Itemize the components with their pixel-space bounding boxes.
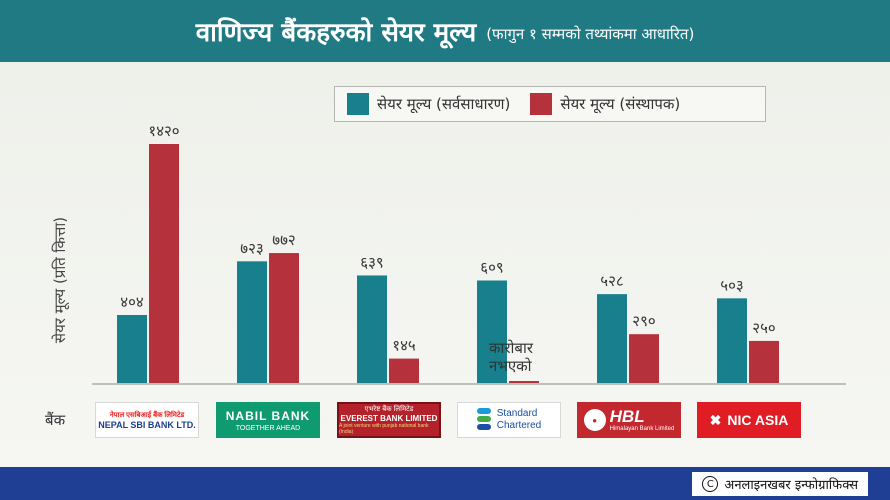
- legend-item-public: सेयर मूल्य (सर्वसाधारण): [347, 93, 510, 115]
- bar-public-1: [237, 261, 267, 383]
- legend-label-public: सेयर मूल्य (सर्वसाधारण): [377, 95, 511, 113]
- bar-public-5: [717, 298, 747, 383]
- logo-everest-english-text: EVEREST BANK LIMITED: [340, 414, 438, 423]
- logo-nic-asia: ✖ NIC ASIA: [697, 402, 801, 438]
- bar-promoter-0: [149, 144, 179, 383]
- bar-public-2: [357, 275, 387, 383]
- nic-asia-mark-icon: ✖: [709, 411, 722, 428]
- data-label-promoter-4: २९०: [632, 312, 655, 330]
- data-label-public-5: ५०३: [720, 276, 743, 294]
- bar-promoter-2: [389, 358, 419, 383]
- logo-sc-line2: Chartered: [496, 420, 542, 431]
- logo-standard-chartered: Standard Chartered: [457, 402, 561, 438]
- logo-sbi-english-text: NEPAL SBI BANK LTD.: [98, 419, 196, 430]
- hbl-emblem-icon: ●: [583, 409, 606, 431]
- data-label-promoter-0: १४२०: [148, 122, 179, 140]
- bar-public-3: [477, 280, 507, 383]
- logo-everest-nepali-text: एभरेष्ट बैंक लिमिटेड: [364, 406, 414, 413]
- logo-hbl-name: HBL: [609, 407, 645, 426]
- logo-sbi-nepali-text: नेपाल एसबिआई बैंक लिमिटेड: [109, 411, 185, 419]
- chart-legend: सेयर मूल्य (सर्वसाधारण) सेयर मूल्य (संस्…: [334, 86, 766, 122]
- chart-background: [0, 62, 890, 467]
- legend-swatch-promoter: [530, 93, 553, 115]
- data-label-public-3: ६०९: [480, 258, 503, 276]
- bar-promoter-1: [269, 253, 299, 383]
- data-label-promoter-1: ७७२: [272, 231, 295, 249]
- footer-credit-text: अनलाइनखबर इन्फोग्राफिक्स: [724, 478, 858, 493]
- data-label-promoter-3-part-1: नभएको: [489, 357, 533, 375]
- legend-label-promoter: सेयर मूल्य (संस्थापक): [560, 95, 681, 113]
- logo-nabil-bank: NABIL BANK TOGETHER AHEAD: [216, 402, 320, 438]
- x-axis-label: बैंक: [45, 411, 66, 429]
- footer-credit: C अनलाइनखबर इन्फोग्राफिक्स: [692, 472, 868, 496]
- data-label-public-1: ७२३: [240, 239, 263, 257]
- legend-item-promoter: सेयर मूल्य (संस्थापक): [530, 93, 680, 115]
- bar-public-0: [117, 315, 147, 383]
- y-axis-label: सेयर मूल्य (प्रति कित्ता): [51, 216, 69, 344]
- logo-himalayan-bank: ● HBL Himalayan Bank Limited: [577, 402, 681, 438]
- page-subtitle: (फागुन १ सम्मको तथ्यांकमा आधारित): [486, 25, 695, 43]
- logo-nic-name: NIC ASIA: [727, 412, 789, 428]
- logo-nepal-sbi-bank: नेपाल एसबिआई बैंक लिमिटेड NEPAL SBI BANK…: [95, 402, 199, 438]
- copyright-icon: C: [702, 476, 719, 492]
- data-label-promoter-5: २५०: [752, 319, 775, 337]
- bar-promoter-5: [749, 340, 779, 383]
- data-label-public-2: ६३९: [360, 253, 383, 271]
- bar-promoter-3: [509, 381, 539, 383]
- footer-bar: C अनलाइनखबर इन्फोग्राफिक्स: [0, 467, 890, 500]
- bar-promoter-4: [629, 334, 659, 383]
- standard-chartered-mark-icon: [476, 408, 491, 432]
- page-title: वाणिज्य बैंकहरुको सेयर मूल्य: [195, 18, 477, 48]
- logo-sc-line1: Standard: [496, 408, 538, 419]
- legend-swatch-public: [347, 93, 369, 115]
- data-label-public-0: ४०४: [120, 293, 144, 311]
- logo-nabil-tagline: TOGETHER AHEAD: [235, 424, 301, 432]
- logo-everest-bank: एभरेष्ट बैंक लिमिटेड EVEREST BANK LIMITE…: [337, 402, 441, 438]
- data-label-promoter-2: १४५: [392, 337, 416, 355]
- data-label-promoter-3-part-0: कारोबार: [489, 339, 534, 357]
- data-label-public-4: ५२८: [600, 272, 623, 290]
- header-banner: वाणिज्य बैंकहरुको सेयर मूल्य (फागुन १ सम…: [0, 0, 890, 62]
- logo-everest-tagline: A joint venture with punjab national ban…: [339, 423, 429, 435]
- logo-hbl-fullname: Himalayan Bank Limited: [609, 426, 675, 432]
- logo-nabil-name: NABIL BANK: [225, 408, 311, 423]
- bar-public-4: [597, 294, 627, 383]
